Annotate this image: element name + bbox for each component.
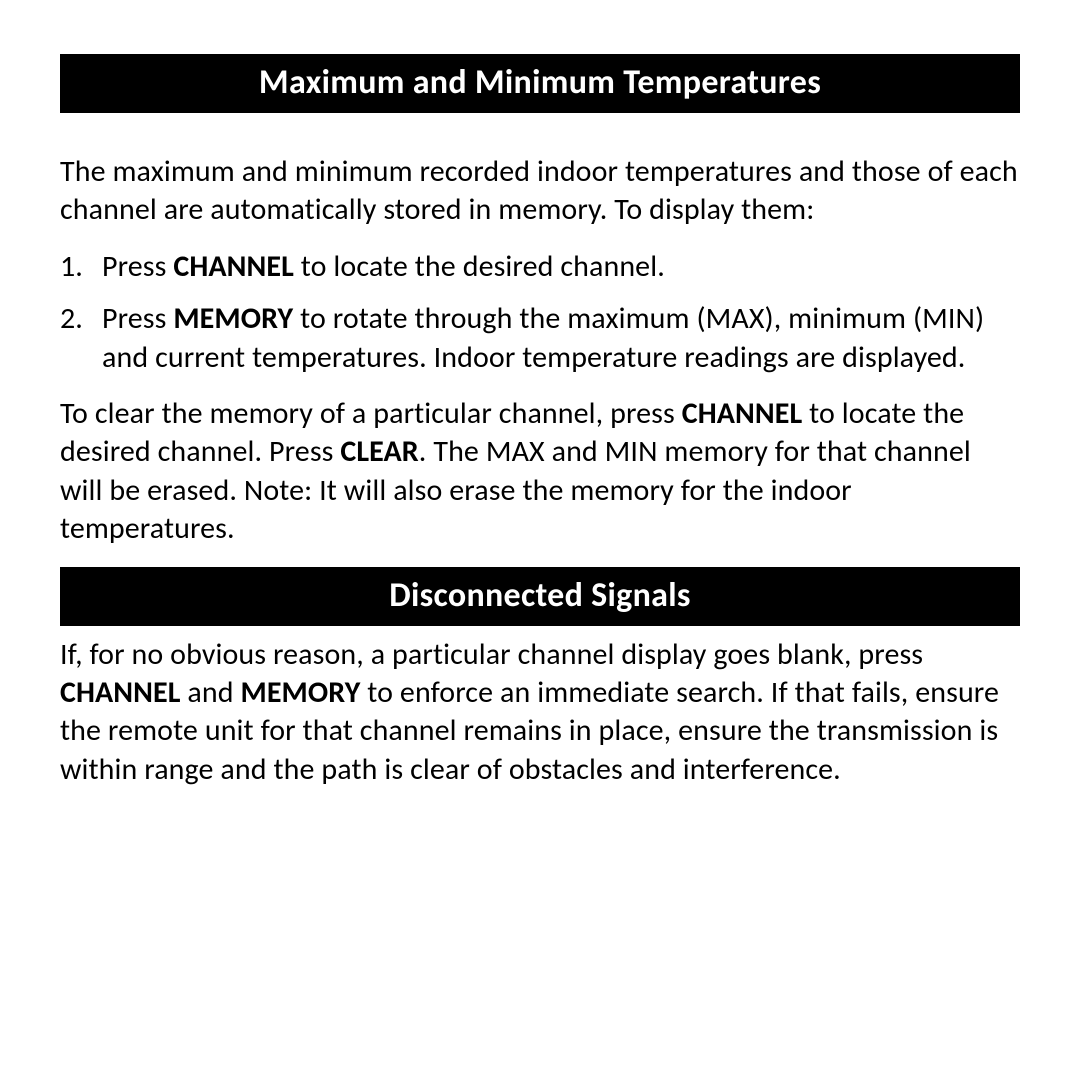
text-run: to locate the desired channel. xyxy=(294,248,665,285)
steps-list: 1. Press CHANNEL to locate the desired c… xyxy=(60,248,1020,377)
list-number: 1. xyxy=(60,248,102,286)
intro-paragraph: The maximum and minimum recorded indoor … xyxy=(60,153,1020,230)
bold-run: CHANNEL xyxy=(60,674,181,711)
bold-run: CLEAR xyxy=(340,433,418,470)
list-body: Press MEMORY to rotate through the maxim… xyxy=(102,300,1020,377)
list-item: 1. Press CHANNEL to locate the desired c… xyxy=(60,248,1020,286)
list-number: 2. xyxy=(60,300,102,377)
disconnected-paragraph: If, for no obvious reason, a particular … xyxy=(60,636,1020,790)
text-run: To clear the memory of a particular chan… xyxy=(60,395,682,432)
section-header-maxmin: Maximum and Minimum Temperatures xyxy=(60,54,1020,113)
section-header-disconnected: Disconnected Signals xyxy=(60,567,1020,626)
bold-run: MEMORY xyxy=(241,674,361,711)
list-item: 2. Press MEMORY to rotate through the ma… xyxy=(60,300,1020,377)
bold-run: CHANNEL xyxy=(682,395,803,432)
list-body: Press CHANNEL to locate the desired chan… xyxy=(102,248,1020,286)
text-run: If, for no obvious reason, a particular … xyxy=(60,636,923,673)
bold-run: MEMORY xyxy=(173,300,293,337)
text-run: Press xyxy=(102,300,173,337)
text-run: Press xyxy=(102,248,173,285)
text-run: and xyxy=(181,674,241,711)
bold-run: CHANNEL xyxy=(173,248,294,285)
clear-paragraph: To clear the memory of a particular chan… xyxy=(60,395,1020,549)
